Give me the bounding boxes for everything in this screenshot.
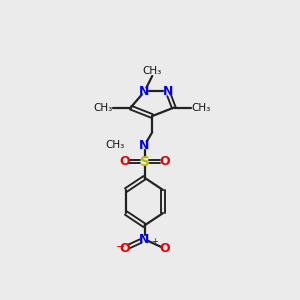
Text: +: + [152,237,158,246]
Text: N: N [139,139,150,152]
Text: O: O [119,155,130,168]
Text: N: N [139,233,150,246]
Text: N: N [162,85,173,98]
Text: O: O [119,242,130,255]
Text: −: − [116,242,125,252]
Text: CH₃: CH₃ [94,103,113,112]
Text: CH₃: CH₃ [191,103,211,112]
Text: S: S [140,154,149,169]
Text: N: N [139,85,150,98]
Text: O: O [159,155,170,168]
Text: CH₃: CH₃ [105,140,124,150]
Text: CH₃: CH₃ [142,66,162,76]
Text: O: O [159,242,170,255]
